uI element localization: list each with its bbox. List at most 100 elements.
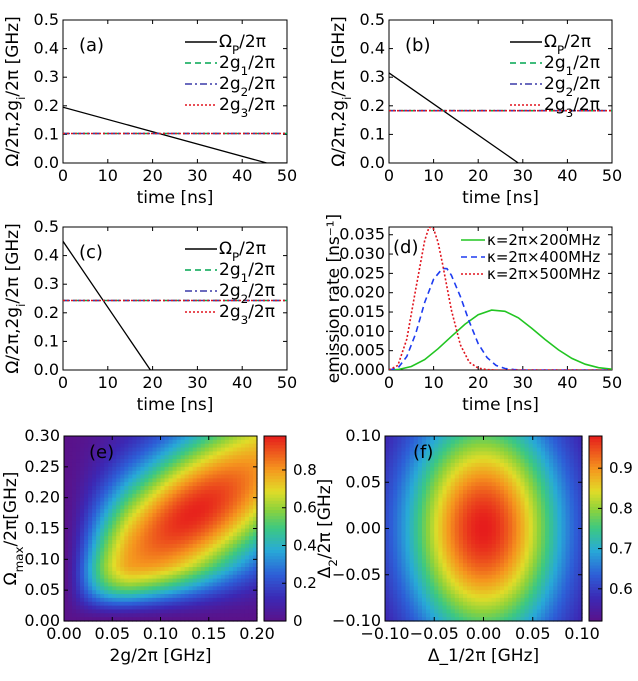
heatmap-cell xyxy=(508,459,513,464)
heatmap-cell xyxy=(68,516,73,522)
heatmap-cell xyxy=(516,540,522,545)
heatmap-cell xyxy=(421,586,427,591)
heatmap-cell xyxy=(516,570,522,576)
heatmap-cell xyxy=(495,436,501,441)
heatmap-cell xyxy=(148,563,154,568)
heatmap-cell xyxy=(487,451,493,456)
heatmap-cell xyxy=(144,555,150,560)
heatmap-cell xyxy=(68,551,73,557)
heatmap-cell xyxy=(421,563,427,568)
heatmap-cell xyxy=(504,451,509,456)
heatmap-cell xyxy=(577,594,583,599)
heatmap-cell xyxy=(487,563,493,568)
colorbar-segment xyxy=(264,513,286,517)
heatmap-cell xyxy=(76,466,81,472)
heatmap-cell xyxy=(495,466,501,472)
heatmap-cell xyxy=(92,436,97,441)
heatmap-cell xyxy=(140,516,146,522)
heatmap-cell xyxy=(434,474,439,479)
heatmap-cell xyxy=(499,605,505,611)
heatmap-cell xyxy=(208,574,214,580)
heatmap-cell xyxy=(516,447,522,453)
heatmap-cell xyxy=(495,555,501,560)
heatmap-cell xyxy=(212,540,218,545)
heatmap-cell xyxy=(393,540,398,545)
heatmap-cell xyxy=(236,493,242,499)
heatmap-cell xyxy=(426,478,431,483)
heatmap-cell xyxy=(524,563,530,568)
heatmap-cell xyxy=(132,520,137,526)
heatmap-cell xyxy=(553,443,558,449)
heatmap-cell xyxy=(417,543,423,549)
heatmap-cell xyxy=(96,567,101,572)
heatmap-cell xyxy=(216,551,222,557)
heatmap-cell xyxy=(540,524,546,530)
heatmap-cell xyxy=(144,532,150,537)
heatmap-cell xyxy=(512,455,517,460)
heatmap-cell xyxy=(112,574,117,580)
heatmap-cell xyxy=(512,559,517,564)
heatmap-cell xyxy=(248,501,254,506)
heatmap-cell xyxy=(228,613,234,618)
heatmap-cell xyxy=(232,478,238,483)
heatmap-cell xyxy=(116,478,121,483)
heatmap-cell xyxy=(84,601,89,607)
heatmap-cell xyxy=(152,466,158,472)
heatmap-cell xyxy=(220,513,226,518)
heatmap-cell xyxy=(573,493,579,499)
heatmap-cell xyxy=(232,451,238,456)
heatmap-cell xyxy=(487,439,493,445)
heatmap-cell xyxy=(561,466,567,472)
heatmap-cell xyxy=(524,613,530,618)
heatmap-cell xyxy=(467,570,472,576)
heatmap-cell xyxy=(446,605,452,611)
heatmap-cell xyxy=(204,582,210,587)
heatmap-cell xyxy=(389,586,394,591)
heatmap-cell xyxy=(208,436,214,441)
heatmap-cell xyxy=(393,559,398,564)
colorbar-segment xyxy=(264,473,286,477)
heatmap-cell xyxy=(204,493,210,499)
heatmap-cell xyxy=(144,578,150,584)
heatmap-cell xyxy=(116,513,121,518)
heatmap-cell xyxy=(136,563,141,568)
heatmap-cell xyxy=(96,455,101,460)
heatmap-cell xyxy=(573,439,579,445)
heatmap-cell xyxy=(152,478,158,483)
heatmap-cell xyxy=(108,536,113,541)
heatmap-cell xyxy=(232,563,238,568)
heatmap-cell xyxy=(573,540,579,545)
heatmap-cell xyxy=(573,559,579,564)
heatmap-cell xyxy=(76,489,81,495)
heatmap-cell xyxy=(80,459,85,464)
heatmap-cell xyxy=(549,493,554,499)
heatmap-cell xyxy=(188,462,194,468)
heatmap-cell xyxy=(160,532,166,537)
x-tick-label: 50 xyxy=(277,373,297,392)
heatmap-cell xyxy=(72,451,77,456)
heatmap-cell xyxy=(409,543,415,549)
heatmap-cell xyxy=(417,590,423,595)
heatmap-cell xyxy=(112,613,117,618)
heatmap-cell xyxy=(160,439,166,445)
heatmap-cell xyxy=(413,601,419,607)
heatmap-cell xyxy=(491,582,497,587)
heatmap-cell xyxy=(504,478,509,483)
heatmap-cell xyxy=(462,590,468,595)
heatmap-cell xyxy=(442,489,448,495)
heatmap-cell xyxy=(454,597,460,603)
heatmap-cell xyxy=(248,613,254,618)
heatmap-cell xyxy=(132,524,137,530)
heatmap-cell xyxy=(405,536,411,541)
heatmap-cell xyxy=(180,520,186,526)
heatmap-cell xyxy=(499,516,505,522)
heatmap-cell xyxy=(401,509,407,514)
heatmap-cell xyxy=(405,567,411,572)
heatmap-cell xyxy=(100,455,105,460)
heatmap-cell xyxy=(475,617,480,622)
heatmap-cell xyxy=(520,524,526,530)
heatmap-cell xyxy=(434,543,439,549)
heatmap-cell xyxy=(184,474,190,479)
heatmap-cell xyxy=(160,570,166,576)
heatmap-cell xyxy=(168,551,174,557)
